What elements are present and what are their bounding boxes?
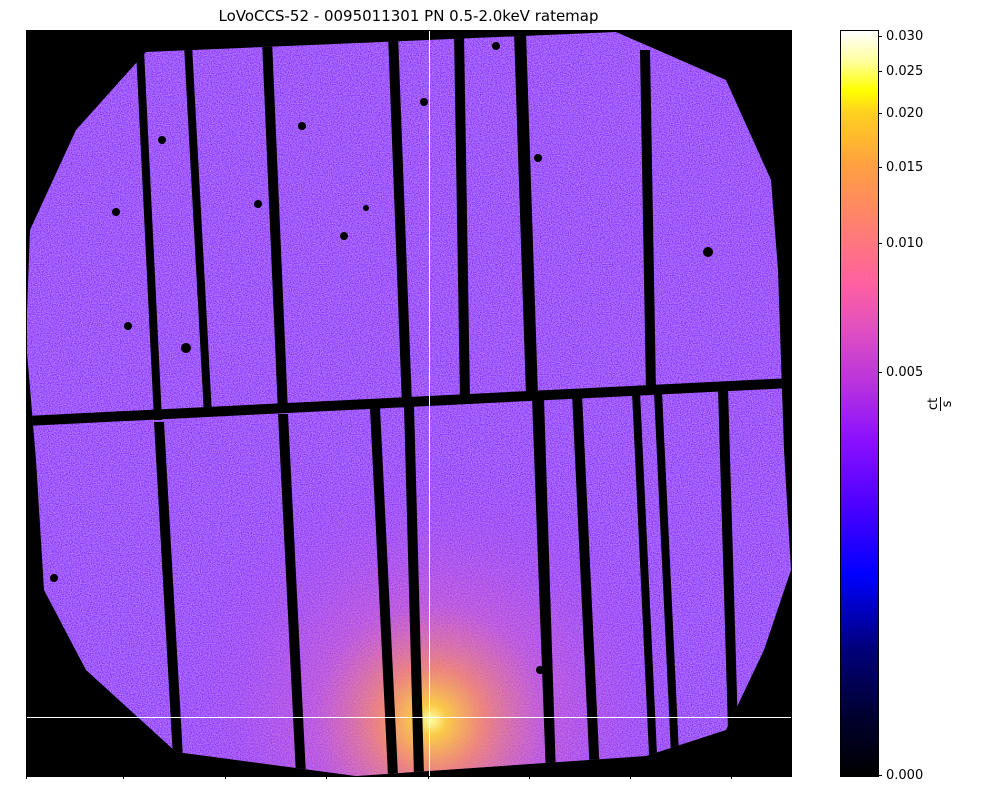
x-tick	[26, 775, 27, 779]
colorbar-tick-label: 0.025	[886, 63, 924, 79]
colorbar-tick-mark	[878, 166, 882, 168]
x-tick	[123, 775, 124, 779]
x-tick	[529, 775, 530, 779]
unit-denominator: s	[940, 400, 955, 408]
colorbar-tick-label: 0.000	[886, 768, 924, 783]
colorbar-tick-label: 0.030	[886, 29, 924, 45]
colorbar-tick-mark	[878, 775, 882, 776]
chip-gaps	[26, 32, 791, 776]
ratemap-image	[26, 30, 791, 776]
x-tick	[225, 775, 226, 779]
x-tick	[731, 775, 732, 779]
detector-field	[26, 32, 791, 776]
colorbar-tick-mark	[878, 112, 882, 114]
colorbar-tick-mark	[878, 371, 882, 373]
colorbar-tick-label: 0.020	[886, 105, 924, 121]
colorbar-tick-mark	[878, 70, 882, 72]
x-tick	[326, 775, 327, 779]
colorbar-tick-mark	[878, 36, 882, 38]
plot-title: LoVoCCS-52 - 0095011301 PN 0.5-2.0keV ra…	[218, 7, 599, 25]
x-tick	[630, 775, 631, 779]
colorbar-tick-label: 0.015	[886, 159, 924, 175]
colorbar-unit-label: ct s	[926, 394, 955, 414]
colorbar-tick-label: 0.010	[886, 236, 924, 252]
colorbar-tick-mark	[878, 243, 882, 245]
colorbar	[840, 30, 879, 777]
colorbar-tick-label: 0.005	[886, 364, 924, 380]
x-tick	[428, 775, 429, 779]
masked-sources	[50, 42, 713, 674]
ratemap-svg	[26, 30, 791, 776]
